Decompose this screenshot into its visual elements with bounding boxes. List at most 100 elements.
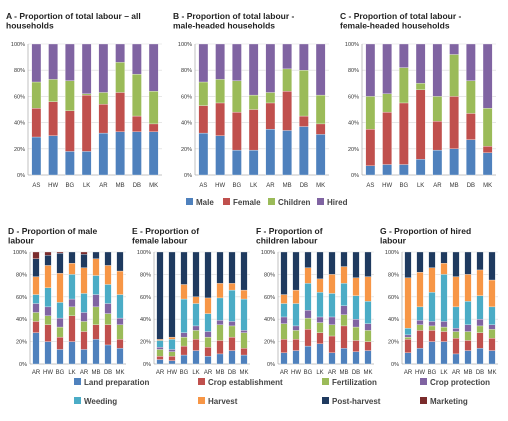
y-tick-label: 80% xyxy=(14,68,25,74)
bar-segment-male xyxy=(48,135,58,176)
bar-segment-hired xyxy=(449,43,459,55)
bar-segment-hired xyxy=(265,43,276,93)
bar-segment-crop-establishment xyxy=(80,331,88,350)
bar-segment-crop-protection xyxy=(104,303,112,314)
bar-segment-female xyxy=(449,96,459,149)
bar-segment-land-preparation xyxy=(92,339,100,365)
y-tick-label: 40% xyxy=(140,317,151,323)
bar-segment-crop-establishment xyxy=(92,324,100,340)
bar-segment-harvest xyxy=(80,267,88,294)
bar-segment-male xyxy=(31,136,42,176)
bar-segment-harvest xyxy=(92,258,100,276)
x-tick-label: AR xyxy=(404,370,413,376)
bar-segment-hired xyxy=(81,43,92,94)
bar-segment-fertilization xyxy=(104,313,112,325)
y-tick-label: 100% xyxy=(137,250,151,256)
bar-segment-female xyxy=(248,109,259,151)
chart-panel-c: C - Proportion of total labour -female-h… xyxy=(340,11,496,189)
bar-segment-male xyxy=(382,164,392,176)
legend-swatch xyxy=(223,198,230,205)
legend-label: Post-harvest xyxy=(332,397,381,406)
bar-segment-hired xyxy=(382,43,392,94)
bar-segment-weeding xyxy=(68,274,76,300)
bar-segment-fertilization xyxy=(180,336,188,347)
legend-swatch xyxy=(74,397,81,404)
bar-segment-hired xyxy=(482,43,493,109)
bar-segment-crop-establishment xyxy=(240,348,248,356)
chart-title-line: female labour xyxy=(132,236,188,246)
bar-segment-land-preparation xyxy=(68,341,76,365)
y-tick-label: 80% xyxy=(16,272,27,278)
bar-segment-female xyxy=(399,102,409,165)
x-tick-label: LK xyxy=(417,183,424,189)
bar-segment-harvest xyxy=(292,289,300,304)
bar-segment-weeding xyxy=(116,294,124,319)
bar-segment-crop-protection xyxy=(404,334,412,338)
bar-segment-children xyxy=(248,94,259,110)
y-tick-label: 100% xyxy=(13,250,27,256)
bar-segment-hired xyxy=(282,43,292,70)
bar-segment-crop-establishment xyxy=(428,330,436,342)
bar-segment-male xyxy=(432,149,443,176)
bar-segment-female xyxy=(415,89,426,160)
x-tick-label: MK xyxy=(483,183,492,189)
bar-segment-fertilization xyxy=(428,325,436,331)
bar-segment-crop-establishment xyxy=(204,347,212,357)
bar-segment-fertilization xyxy=(192,330,200,340)
bar-segment-male xyxy=(365,165,376,176)
bar-segment-children xyxy=(198,81,209,106)
bar-segment-weeding xyxy=(192,303,200,327)
bar-segment-crop-protection xyxy=(44,306,52,316)
x-tick-label: DB xyxy=(133,183,141,189)
bar-segment-harvest xyxy=(476,269,484,296)
y-tick-label: 40% xyxy=(181,121,192,127)
bar-segment-male xyxy=(282,130,292,176)
x-tick-label: MB xyxy=(340,370,349,376)
bar-segment-hired xyxy=(48,43,58,80)
y-tick-label: 60% xyxy=(264,295,275,301)
bar-segment-female xyxy=(265,102,276,130)
x-tick-label: AR xyxy=(204,370,213,376)
chart-title-line: C - Proportion of total labour - xyxy=(340,11,462,21)
bar-segment-female xyxy=(81,94,92,152)
x-tick-label: MK xyxy=(364,370,373,376)
x-tick-label: HW xyxy=(415,370,425,376)
bar-segment-marketing xyxy=(80,251,88,255)
bar-segment-crop-establishment xyxy=(440,331,448,342)
x-tick-label: LK xyxy=(83,183,90,189)
y-tick-label: 100% xyxy=(261,250,275,256)
bar-segment-marketing xyxy=(32,251,40,259)
bar-segment-land-preparation xyxy=(452,353,460,365)
y-tick-label: 0% xyxy=(351,173,359,179)
x-tick-label: DB xyxy=(352,370,360,376)
bar-segment-harvest xyxy=(32,276,40,295)
y-tick-label: 20% xyxy=(388,340,399,346)
bar-segment-fertilization xyxy=(304,317,312,330)
bar-segment-weeding xyxy=(364,301,372,324)
bar-segment-fertilization xyxy=(340,314,348,327)
bar-segment-harvest xyxy=(328,274,336,294)
bar-segment-fertilization xyxy=(416,324,424,331)
bar-segment-harvest xyxy=(452,276,460,308)
bar-segment-land-preparation xyxy=(168,360,176,365)
bar-segment-crop-establishment xyxy=(464,340,472,351)
chart-title-line: female-headed households xyxy=(340,21,450,31)
bar-segment-crop-protection xyxy=(464,324,472,332)
bar-segment-crop-protection xyxy=(452,328,460,332)
bar-segment-weeding xyxy=(352,295,360,320)
bar-segment-land-preparation xyxy=(192,350,200,365)
bar-segment-female xyxy=(198,105,209,134)
legend-label: Marketing xyxy=(430,397,468,406)
x-tick-label: HW xyxy=(382,183,392,189)
bar-segment-female xyxy=(215,102,225,136)
legend-bottom: Land preparation Crop establishment Fertil… xyxy=(74,378,490,406)
chart-title-line: male-headed households xyxy=(173,21,275,31)
bar-segment-land-preparation xyxy=(292,350,300,365)
legend-label: Male xyxy=(196,198,214,207)
bar-segment-male xyxy=(81,151,92,176)
bar-segment-weeding xyxy=(92,275,100,295)
bar-segment-crop-establishment xyxy=(340,325,348,349)
y-tick-label: 20% xyxy=(14,147,25,153)
bar-segment-crop-protection xyxy=(340,305,348,315)
